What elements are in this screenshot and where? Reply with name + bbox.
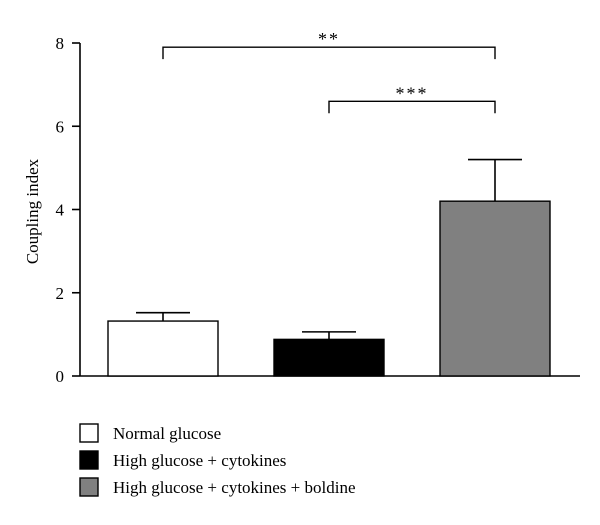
significance-brackets: ***** bbox=[162, 29, 496, 114]
bar bbox=[107, 320, 219, 377]
legend-swatch bbox=[79, 423, 99, 443]
y-tick-label: 2 bbox=[56, 284, 65, 303]
y-tick-label: 8 bbox=[56, 34, 65, 53]
y-axis-label: Coupling index bbox=[23, 158, 42, 264]
significance-label: *** bbox=[396, 83, 429, 103]
bar bbox=[439, 200, 551, 377]
bar bbox=[273, 338, 385, 377]
legend-label: High glucose + cytokines + boldine bbox=[113, 478, 356, 497]
significance-bracket bbox=[328, 100, 496, 114]
legend: Normal glucose High glucose + cytokines Hi… bbox=[79, 423, 356, 497]
y-tick-label: 6 bbox=[56, 117, 65, 136]
legend-swatch bbox=[79, 477, 99, 497]
y-tick-label: 0 bbox=[56, 367, 65, 386]
bars bbox=[107, 158, 551, 377]
legend-label: Normal glucose bbox=[113, 424, 221, 443]
significance-label: ** bbox=[318, 29, 340, 49]
legend-label: High glucose + cytokines bbox=[113, 451, 286, 470]
significance-bracket bbox=[162, 46, 496, 60]
legend-swatch bbox=[79, 450, 99, 470]
y-tick-label: 4 bbox=[56, 201, 65, 220]
